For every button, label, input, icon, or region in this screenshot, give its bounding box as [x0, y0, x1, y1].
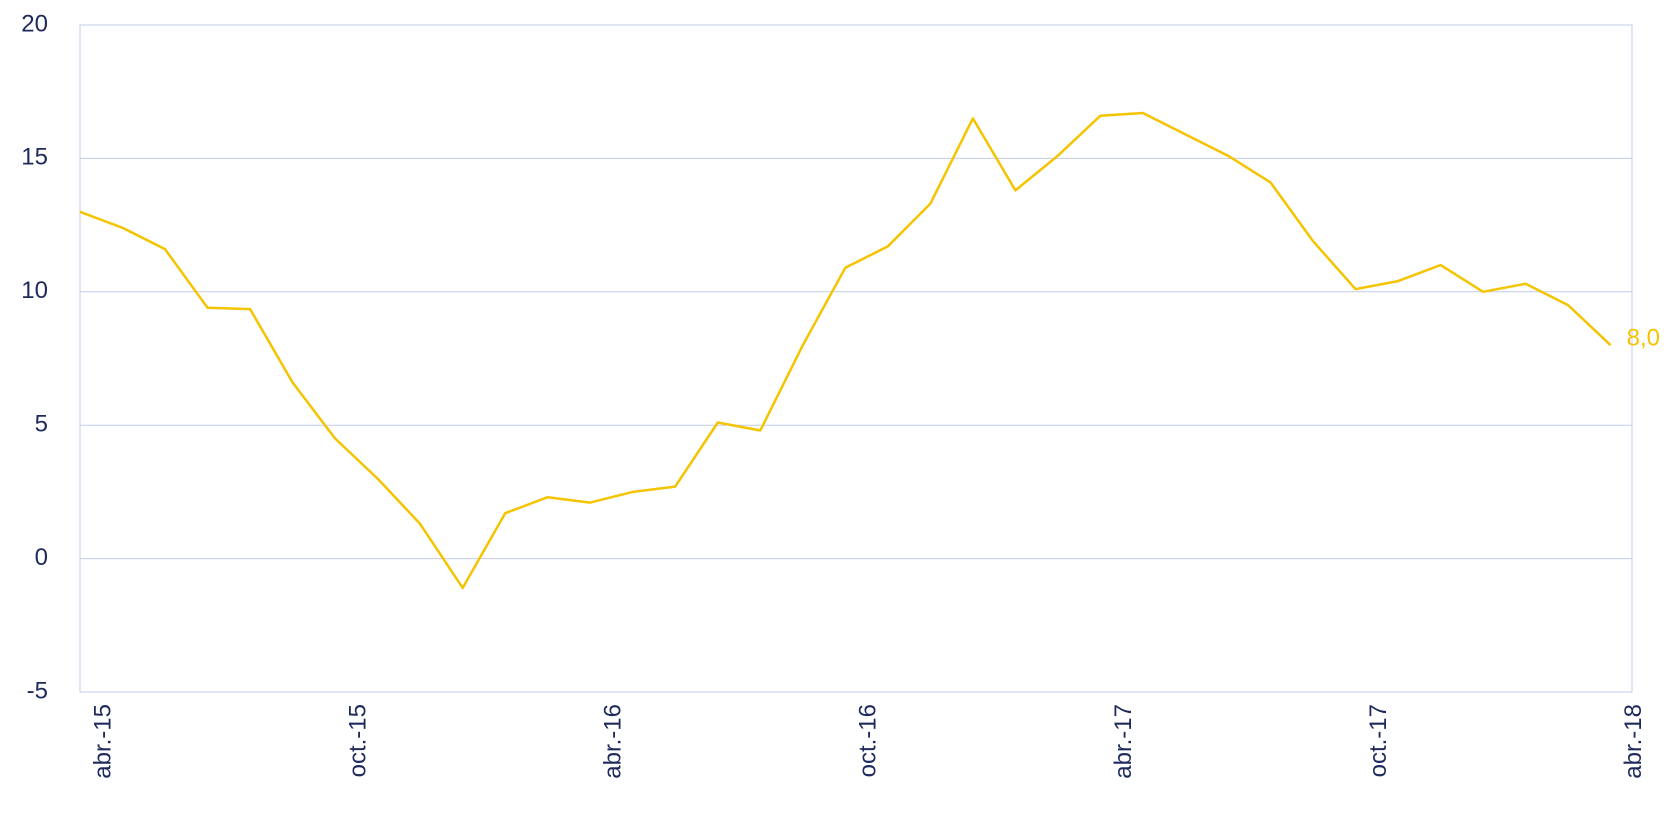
y-tick-label: 20: [21, 10, 48, 37]
x-tick-label: abr.-15: [89, 704, 116, 779]
y-tick-label: 5: [35, 411, 48, 438]
x-tick-label: oct.-16: [855, 704, 882, 777]
x-tick-label: abr.-18: [1620, 704, 1647, 779]
plot-area: [79, 24, 1633, 693]
x-tick-label: abr.-16: [600, 704, 627, 779]
y-tick-label: 15: [21, 144, 48, 171]
value-label: 8,0: [1627, 325, 1660, 352]
line: [79, 111, 1612, 590]
y-tick-label: 10: [21, 277, 48, 304]
x-tick-label: abr.-17: [1110, 704, 1137, 779]
y-tick-label: -5: [27, 677, 48, 704]
x-tick-label: oct.-15: [344, 704, 371, 777]
y-tick-label: 0: [35, 544, 48, 571]
x-tick-label: oct.-17: [1365, 704, 1392, 777]
